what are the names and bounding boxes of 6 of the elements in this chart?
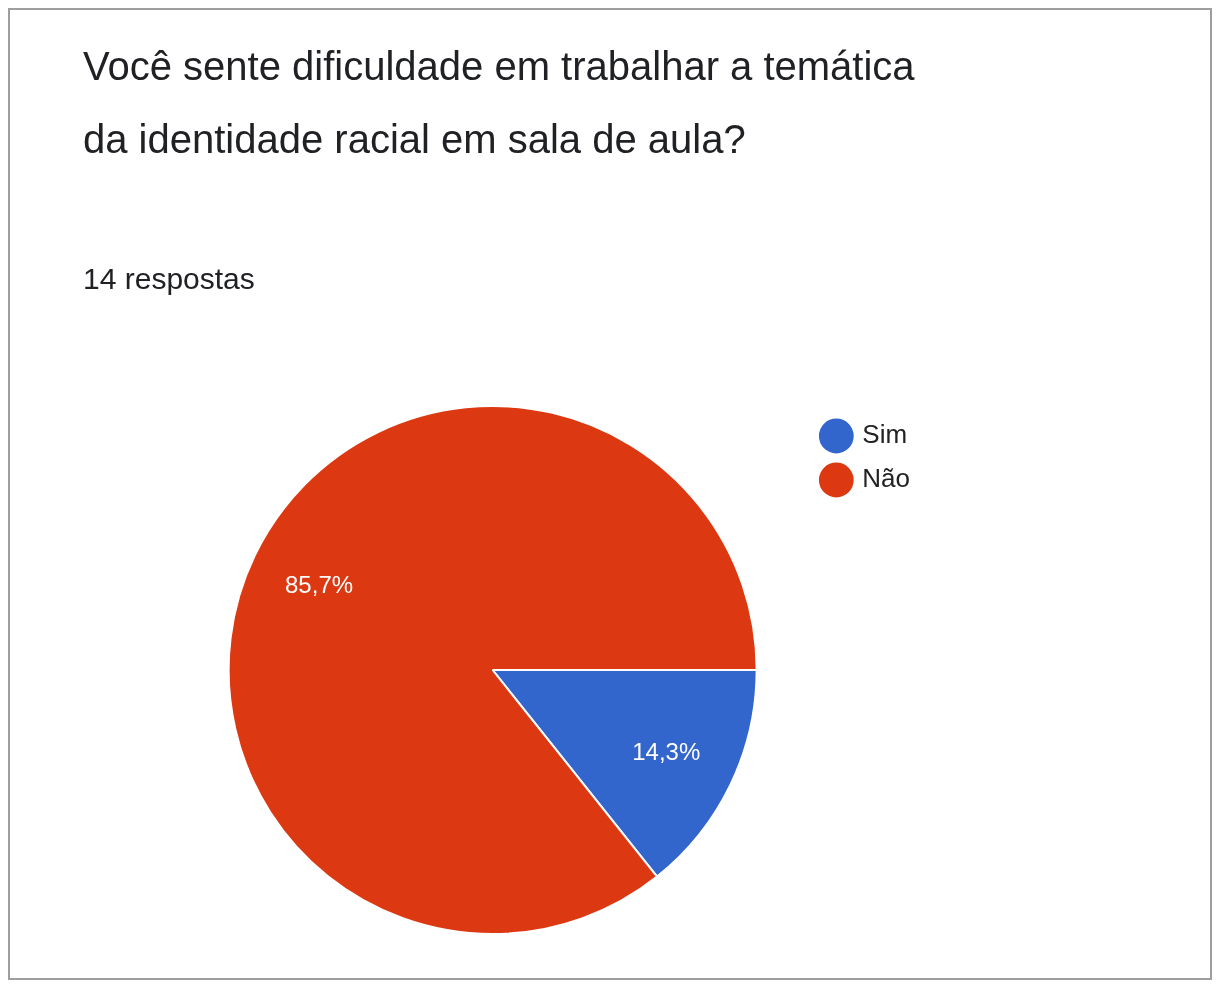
- legend-label: Não: [862, 463, 911, 494]
- chart-title: Você sente dificuldade em trabalhar a temática da identidade racial em sala de aula?: [83, 43, 916, 163]
- legend-label: Sim: [862, 419, 908, 450]
- data-label: 85,7%: [285, 570, 354, 598]
- data-label: 14,3%: [632, 738, 701, 766]
- chart-subtitle: 14 respostas: [83, 262, 255, 296]
